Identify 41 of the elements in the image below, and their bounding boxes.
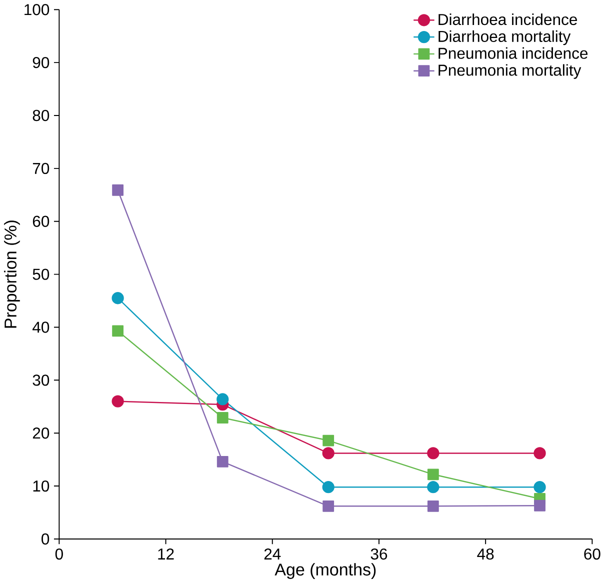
legend-label: Diarrhoea mortality	[438, 30, 571, 46]
x-axis-title: Age (months)	[274, 563, 376, 579]
point	[427, 500, 439, 512]
point	[216, 456, 228, 468]
x-tick-label: 48	[477, 548, 494, 560]
point	[322, 500, 334, 512]
x-tick-label: 0	[55, 548, 63, 560]
legend-label: Pneumonia incidence	[438, 47, 588, 59]
x-tick-label: 24	[264, 548, 281, 560]
x-tick-label: 60	[584, 548, 600, 560]
point	[534, 447, 546, 460]
y-tick-label: 60	[32, 216, 50, 227]
point	[112, 292, 124, 304]
x-tick-label: 12	[158, 548, 174, 560]
y-tick-label: 100	[24, 4, 50, 16]
point	[322, 447, 334, 460]
point	[427, 481, 440, 494]
point	[534, 500, 546, 512]
y-tick-label: 30	[32, 374, 50, 386]
point	[427, 468, 439, 480]
y-tick-label: 20	[32, 428, 50, 439]
y-tick-label: 90	[32, 56, 50, 68]
x-tick-label: 36	[370, 548, 388, 560]
legend-label: Pneumonia mortality	[438, 64, 582, 79]
y-tick-label: 80	[32, 110, 50, 122]
point	[112, 325, 124, 337]
point	[216, 412, 228, 424]
point	[112, 184, 124, 196]
legend-label: Diarrhoea incidence	[438, 14, 577, 26]
point	[534, 481, 546, 494]
y-tick-label: 0	[42, 533, 50, 545]
point	[112, 395, 124, 408]
point	[427, 447, 440, 460]
point	[216, 393, 229, 406]
y-axis-title: Proportion (%)	[4, 220, 20, 328]
y-tick-label: 40	[32, 322, 50, 333]
point	[322, 434, 334, 446]
y-tick-label: 50	[32, 268, 50, 280]
y-tick-label: 10	[33, 480, 50, 492]
point	[322, 481, 334, 494]
y-tick-label: 70	[32, 162, 50, 174]
